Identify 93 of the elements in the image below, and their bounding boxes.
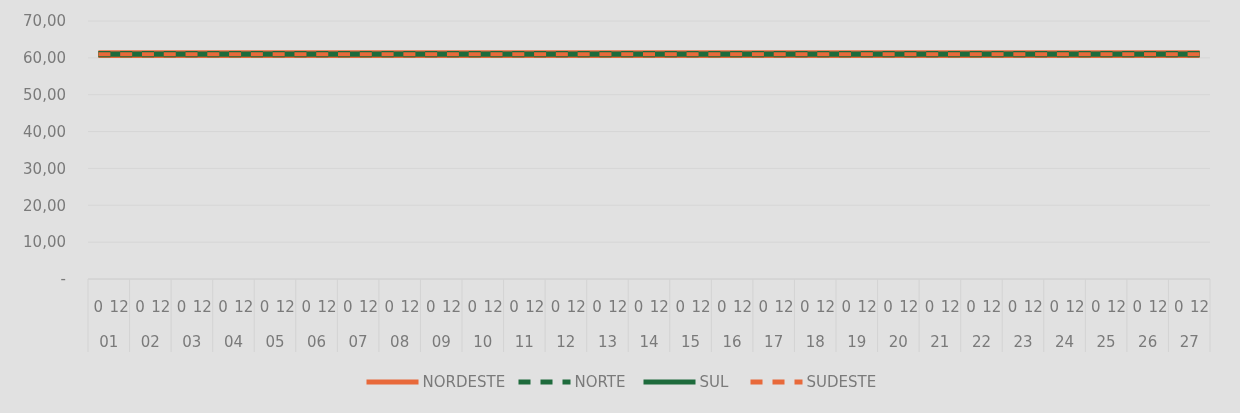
x-tick-label: 12: [649, 298, 669, 316]
text: 17: [764, 333, 784, 351]
x-tick-label: 12: [857, 298, 877, 316]
text: 12: [556, 333, 576, 351]
y-tick-label: 70,00: [23, 12, 66, 31]
legend-label: NORTE: [574, 373, 626, 392]
x-tick-label: 0: [633, 298, 644, 316]
x-tick-label: 0: [883, 298, 893, 316]
x-tick-label: 12: [940, 298, 960, 316]
x-tick-label: 0: [467, 298, 478, 316]
x-tick-label: 0: [1049, 298, 1059, 316]
text: 24: [1055, 333, 1075, 351]
x-tick-label: 0: [716, 298, 727, 316]
text: 10: [473, 333, 493, 351]
x-tick-label: 12: [525, 298, 545, 316]
text: 05: [265, 333, 285, 351]
x-tick-label: 0: [93, 298, 104, 316]
x-tick-label: 12: [566, 298, 586, 316]
text: 04: [223, 333, 243, 351]
x-tick-label: 12: [608, 298, 628, 316]
x-tick-label: 0: [841, 298, 852, 316]
text: 20: [888, 333, 908, 351]
x-tick-label: 0: [1090, 298, 1101, 316]
x-tick-label: 12: [816, 298, 836, 316]
y-tick-label: -: [60, 270, 66, 289]
x-tick-label: 12: [234, 298, 254, 316]
x-tick-label: 12: [400, 298, 420, 316]
legend-label: SUDESTE: [806, 373, 877, 392]
x-tick-label: 0: [924, 298, 935, 316]
x-tick-label: 0: [384, 298, 395, 316]
text: 01: [99, 333, 119, 351]
x-tick-label: 0: [301, 298, 311, 316]
text: 27: [1179, 333, 1199, 351]
x-tick-label: 12: [899, 298, 919, 316]
y-tick-label: 40,00: [23, 122, 66, 141]
x-tick-label: 12: [275, 298, 295, 316]
text: 02: [140, 333, 160, 351]
x-tick-label: 0: [509, 298, 519, 316]
x-tick-label: 0: [426, 298, 436, 316]
x-tick-label: 0: [550, 298, 561, 316]
text: 15: [681, 333, 701, 351]
text: 18: [805, 333, 825, 351]
text: 13: [597, 333, 617, 351]
x-tick-label: 12: [358, 298, 379, 316]
x-tick-label: 12: [732, 298, 753, 316]
x-tick-label: 0: [800, 298, 810, 316]
x-tick-label: 0: [218, 298, 228, 316]
x-tick-label: 12: [691, 298, 711, 316]
y-tick-label: 50,00: [23, 85, 66, 104]
x-tick-label: 12: [442, 298, 462, 316]
x-tick-label: 0: [135, 298, 145, 316]
text: 06: [307, 333, 327, 351]
text: 19: [847, 333, 867, 351]
x-tick-label: 12: [1065, 298, 1085, 316]
x-tick-label: 0: [758, 298, 769, 316]
text: 22: [971, 333, 991, 351]
x-tick-label: 0: [966, 298, 976, 316]
x-tick-label: 0: [675, 298, 685, 316]
text: 14: [639, 333, 659, 351]
x-tick-label: 12: [1148, 298, 1168, 316]
text: 07: [348, 333, 368, 351]
x-tick-label: 12: [1190, 298, 1210, 316]
x-tick-label: 0: [1174, 298, 1184, 316]
x-tick-label: 0: [259, 298, 270, 316]
legend-label: NORDESTE: [422, 373, 506, 392]
x-tick-label: 12: [109, 298, 129, 316]
y-tick-label: 30,00: [23, 159, 66, 178]
y-tick-label: 20,00: [23, 196, 66, 215]
x-tick-label: 0: [592, 298, 602, 316]
x-tick-label: 0: [176, 298, 187, 316]
text: 23: [1013, 333, 1033, 351]
x-tick-label: 0: [342, 298, 353, 316]
y-tick-label: 60,00: [23, 49, 66, 68]
text: 25: [1096, 333, 1116, 351]
x-tick-label: 12: [982, 298, 1002, 316]
legend-label: SUL: [699, 373, 729, 392]
x-tick-label: 12: [192, 298, 212, 316]
text: 16: [722, 333, 742, 351]
x-tick-label: 12: [1106, 298, 1127, 316]
text: 03: [182, 333, 202, 351]
x-tick-label: 12: [317, 298, 337, 316]
x-tick-label: 0: [1007, 298, 1018, 316]
x-tick-label: 0: [1132, 298, 1143, 316]
text: 08: [390, 333, 410, 351]
x-tick-label: 12: [1023, 298, 1043, 316]
text: 21: [930, 333, 950, 351]
y-tick-label: 10,00: [23, 233, 66, 252]
text: 11: [514, 333, 534, 351]
text: 26: [1138, 333, 1158, 351]
text: 09: [431, 333, 451, 351]
x-tick-label: 12: [483, 298, 503, 316]
x-tick-label: 12: [151, 298, 171, 316]
x-tick-label: 12: [774, 298, 794, 316]
